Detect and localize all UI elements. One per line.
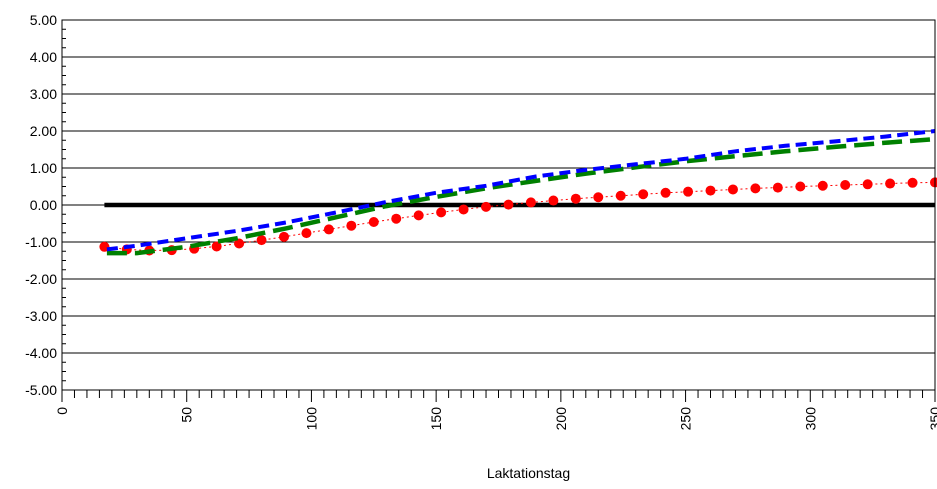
y-tick-label: 0.00 — [30, 197, 57, 213]
y-tick-label: -5.00 — [25, 382, 57, 398]
red-series-point — [727, 184, 738, 195]
x-tick-label: 200 — [553, 407, 569, 431]
red-series-point — [436, 207, 447, 218]
y-tick-label: -2.00 — [25, 271, 57, 287]
red-series-point — [570, 193, 581, 204]
red-series-point — [638, 189, 649, 200]
x-axis-title: Laktationstag — [487, 465, 570, 481]
red-series-point — [660, 187, 671, 198]
red-series-point — [458, 204, 469, 215]
y-tick-labels: 5.00 4.00 3.00 2.00 1.00 0.00 -1.00 -2.00 -3.00 -… — [25, 12, 57, 398]
red-series-point — [211, 241, 222, 252]
red-series-point — [391, 213, 402, 224]
red-series-point — [907, 177, 918, 188]
y-tick-label: -3.00 — [25, 308, 57, 324]
plot-frame — [61, 19, 936, 391]
red-series-point — [481, 201, 492, 212]
red-series-point — [705, 185, 716, 196]
x-tick-label: 150 — [428, 407, 444, 431]
x-tick-label: 0 — [54, 407, 70, 415]
red-series-point — [548, 195, 559, 206]
y-tick-label: -4.00 — [25, 345, 57, 361]
red-series-point — [368, 217, 379, 228]
red-series-point — [862, 179, 873, 190]
red-series-point — [840, 180, 851, 191]
red-series-point — [615, 190, 626, 201]
red-series-point — [795, 181, 806, 192]
y-tick-label: -1.00 — [25, 234, 57, 250]
red-series-point — [278, 231, 289, 242]
y-tick-label: 5.00 — [30, 12, 57, 28]
red-series-point — [525, 197, 536, 208]
series-line-blue-dashed — [106, 129, 936, 252]
red-series-point — [772, 182, 783, 193]
series-group — [99, 129, 937, 256]
red-series-point — [930, 177, 937, 188]
y-tick-label: 2.00 — [30, 123, 57, 139]
red-series-point — [817, 180, 828, 191]
red-series-point — [234, 238, 245, 249]
x-tick-label: 100 — [303, 407, 319, 431]
red-series-point — [683, 186, 694, 197]
x-tick-label: 50 — [179, 407, 195, 423]
red-series-point — [323, 224, 334, 235]
x-tick-label: 250 — [678, 407, 694, 431]
red-series-point — [256, 235, 267, 246]
red-series-point — [503, 199, 514, 210]
red-series-point — [413, 210, 424, 221]
red-series-point — [885, 178, 896, 189]
minor-ticks — [61, 28, 936, 402]
y-tick-label: 1.00 — [30, 160, 57, 176]
red-series-point — [301, 228, 312, 239]
x-tick-labels: 0 50 100 150 200 250 300 350 — [54, 407, 937, 431]
y-tick-label: 3.00 — [30, 86, 57, 102]
series-line-green-long-dashed — [106, 136, 936, 256]
x-tick-label: 350 — [927, 407, 937, 431]
red-series-point — [593, 192, 604, 203]
red-series-point — [346, 220, 357, 231]
x-tick-label: 300 — [802, 407, 818, 431]
red-series-point — [750, 183, 761, 194]
y-tick-label: 4.00 — [30, 49, 57, 65]
